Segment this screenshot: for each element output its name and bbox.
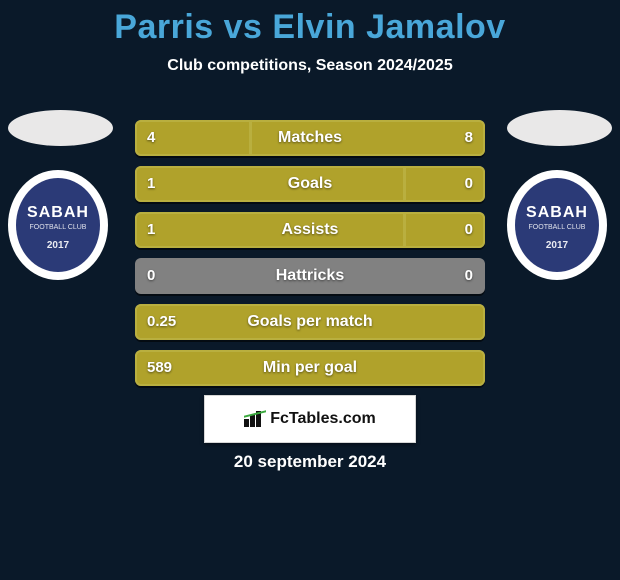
club-year: 2017 [8,240,108,251]
bar-row: Matches4 8 [135,120,485,156]
comparison-card: Parris vs Elvin Jamalov Club competition… [0,0,620,580]
club-sub: FOOTBALL CLUB [507,224,607,231]
source-text: FcTables.com [270,410,376,428]
chart-icon [244,411,264,427]
club-badge-right: SABAH FOOTBALL CLUB 2017 [507,170,607,280]
club-year: 2017 [507,240,607,251]
bar-label: Goals [135,166,485,202]
bar-label: Goals per match [135,304,485,340]
bar-value-left: 589 [147,350,172,386]
bar-value-right: 0 [465,212,473,248]
club-name: SABAH [507,204,607,222]
club-name: SABAH [8,204,108,222]
bar-row: Goals1 0 [135,166,485,202]
bar-value-left: 4 [147,120,155,156]
bar-value-right: 0 [465,258,473,294]
bar-label: Assists [135,212,485,248]
bar-row: Assists1 0 [135,212,485,248]
player-right: SABAH FOOTBALL CLUB 2017 [507,110,612,280]
player-left: SABAH FOOTBALL CLUB 2017 [8,110,113,280]
club-sub: FOOTBALL CLUB [8,224,108,231]
bar-row: Hattricks0 0 [135,258,485,294]
bar-value-left: 1 [147,166,155,202]
player-placeholder-icon [507,110,612,146]
bar-row: Min per goal589 [135,350,485,386]
bar-value-right: 8 [465,120,473,156]
club-badge-left: SABAH FOOTBALL CLUB 2017 [8,170,108,280]
page-subtitle: Club competitions, Season 2024/2025 [0,57,620,75]
player-placeholder-icon [8,110,113,146]
page-title: Parris vs Elvin Jamalov [0,0,620,47]
bar-value-right: 0 [465,166,473,202]
date-text: 20 september 2024 [0,452,620,472]
bar-label: Matches [135,120,485,156]
source-badge: FcTables.com [204,395,416,443]
bar-row: Goals per match0.25 [135,304,485,340]
bar-value-left: 0 [147,258,155,294]
bar-label: Hattricks [135,258,485,294]
comparison-bars: Matches48Goals10Assists10Hattricks00Goal… [135,120,485,396]
bar-value-left: 0.25 [147,304,176,340]
bar-value-left: 1 [147,212,155,248]
bar-label: Min per goal [135,350,485,386]
